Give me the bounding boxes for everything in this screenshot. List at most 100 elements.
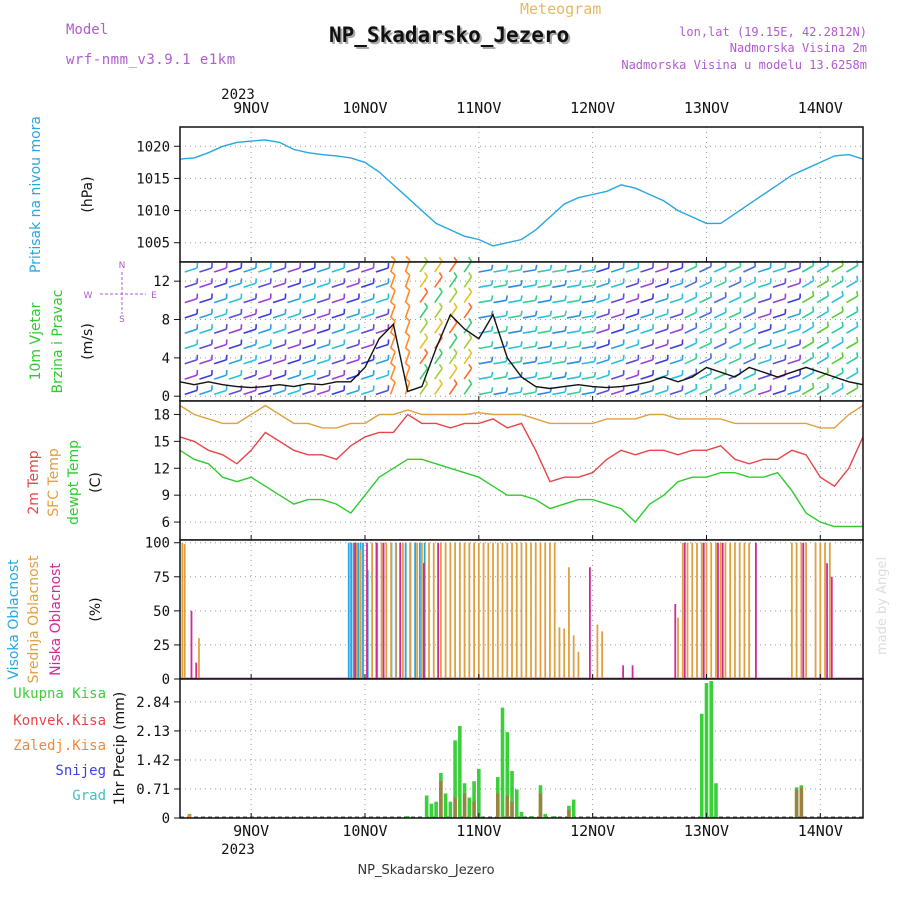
- wind-barb: [272, 374, 286, 380]
- wind-barb: [272, 328, 286, 334]
- wind-barb: [243, 328, 257, 334]
- panel-bg: [180, 127, 863, 262]
- wind-barb-flag: [468, 348, 473, 354]
- wind-barb: [360, 343, 374, 350]
- y-tick-label: 0: [162, 811, 170, 827]
- wind-barb: [816, 295, 829, 304]
- wind-barb-flag: [405, 378, 411, 383]
- wind-barb: [596, 328, 610, 334]
- wind-barb: [522, 299, 536, 304]
- precip-bar: [794, 789, 799, 818]
- wind-barb-flag: [453, 287, 458, 293]
- wind-barb-flag: [490, 295, 494, 301]
- precip-bar: [424, 795, 429, 818]
- station-title-shadow: NP_Skadarsko_Jezero: [331, 25, 571, 49]
- wind-barb: [772, 359, 786, 365]
- wind-barb-flag: [405, 301, 411, 307]
- wind-barb: [713, 281, 727, 289]
- wind-barb: [581, 360, 595, 365]
- wind-barb: [213, 343, 227, 350]
- wind-barb-flag: [424, 363, 429, 369]
- wind-barb: [199, 359, 213, 365]
- wind-barb: [272, 359, 286, 365]
- wind-barb: [699, 342, 712, 350]
- wind-barb: [404, 305, 411, 319]
- wind-barb: [213, 389, 227, 396]
- precip-bar: [429, 803, 434, 818]
- wind-barb-flag: [534, 356, 538, 362]
- wind-barb-flag: [841, 321, 844, 327]
- wind-barb: [713, 372, 727, 380]
- wind-barb: [463, 367, 473, 380]
- wind-barb: [272, 389, 286, 396]
- wind-barb-flag: [390, 301, 396, 307]
- wind-barb-flag: [505, 341, 509, 347]
- wind-barb-flag: [490, 371, 494, 377]
- wind-barb-flag: [505, 264, 509, 270]
- wind-barb-flag: [405, 255, 411, 261]
- wind-barb: [434, 367, 443, 380]
- wind-barb: [669, 389, 683, 396]
- wind-barb-flag: [564, 279, 567, 286]
- precip-bar: [505, 732, 510, 818]
- wind-compass: N S W E: [84, 261, 158, 325]
- wind-barb: [389, 274, 396, 288]
- wind-barb: [640, 313, 654, 319]
- temp-line-0: [179, 413, 864, 488]
- wind-barb: [772, 328, 786, 334]
- wind-barb-flag: [579, 325, 582, 332]
- wind-barb: [581, 376, 595, 380]
- bottom-day-labels: 9NOV 10NOV 11NOV 12NOV 13NOV 14NOV: [233, 822, 843, 840]
- precip-bar: [495, 793, 500, 818]
- wind-barb: [272, 297, 286, 304]
- wind-barb-flag: [468, 317, 473, 323]
- meteogram-label: Meteogram: [520, 0, 601, 18]
- wind-barb-flag: [390, 378, 396, 383]
- wind-barb: [625, 313, 639, 319]
- wind-barb-flag: [593, 279, 597, 286]
- wind-barb: [272, 267, 286, 273]
- y-tick-label: 9: [162, 488, 170, 504]
- precip-bar: [472, 801, 476, 818]
- wind-barb: [655, 328, 668, 334]
- wind-barb: [596, 282, 610, 289]
- wind-barb-flag: [811, 306, 815, 312]
- wind-barb: [625, 374, 639, 380]
- wind-barb: [522, 330, 536, 334]
- wind-barb-flag: [549, 279, 553, 286]
- wind-barb-flag: [390, 347, 396, 353]
- wind-barb: [684, 281, 697, 289]
- wind-barb: [258, 282, 271, 289]
- wind-barb-flag: [490, 264, 494, 270]
- wind-barb-flag: [841, 336, 844, 343]
- wind-barb-flag: [564, 325, 567, 332]
- wind-barb: [640, 328, 654, 334]
- wind-barb: [845, 387, 859, 396]
- wind-barb: [625, 267, 639, 273]
- wind-barb: [845, 341, 859, 350]
- wind-barb-flag: [468, 333, 473, 339]
- wind-barb: [184, 297, 198, 304]
- wind-barb-flag: [856, 336, 859, 343]
- wind-barb-flag: [438, 272, 443, 278]
- y-tick-label: 50: [153, 604, 170, 620]
- wind-barb: [669, 328, 683, 334]
- wind-barb: [684, 357, 697, 365]
- wind-barb: [772, 282, 786, 289]
- wind-barb: [743, 326, 756, 334]
- wind-barb: [404, 290, 411, 303]
- wind-barb: [243, 374, 257, 380]
- wind-barb-flag: [856, 306, 859, 312]
- wind-barb: [581, 345, 595, 350]
- wind-barb: [552, 330, 566, 334]
- wind-barb: [508, 391, 522, 396]
- wind-barb: [625, 343, 639, 350]
- wind-barb: [199, 282, 213, 289]
- wind-barb: [581, 268, 595, 273]
- wind-barb: [581, 284, 595, 289]
- wind-barb: [448, 260, 458, 273]
- wind-barb-flag: [520, 295, 523, 301]
- wind-barb: [419, 260, 429, 273]
- wind-barb-flag: [549, 295, 553, 301]
